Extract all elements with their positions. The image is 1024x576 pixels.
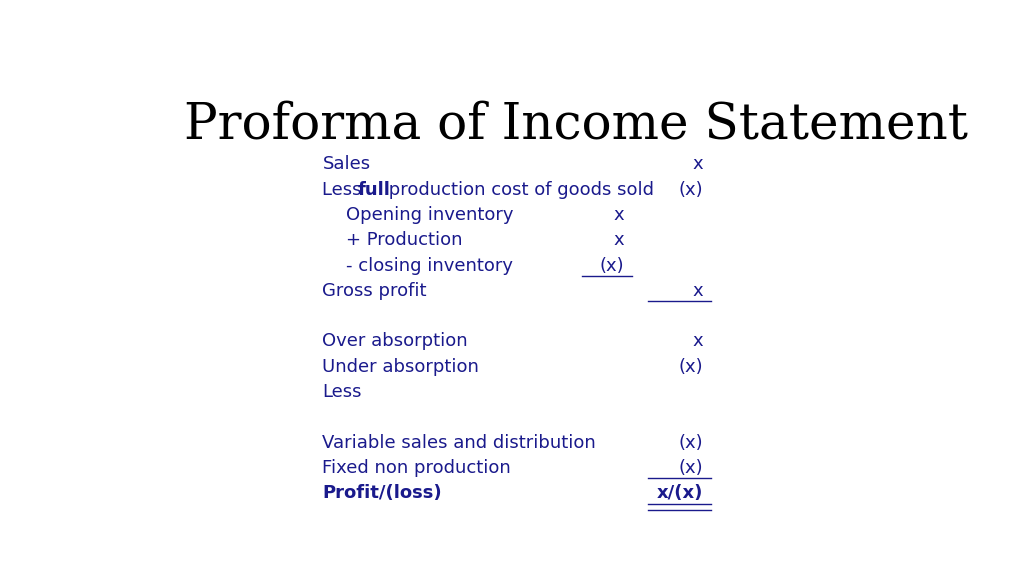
Text: full: full [357, 181, 390, 199]
Text: (x): (x) [679, 434, 703, 452]
Text: Over absorption: Over absorption [323, 332, 468, 350]
Text: x: x [692, 156, 703, 173]
Text: x: x [692, 332, 703, 350]
Text: x: x [692, 282, 703, 300]
Text: (x): (x) [679, 459, 703, 477]
Text: Gross profit: Gross profit [323, 282, 427, 300]
Text: (x): (x) [679, 358, 703, 376]
Text: production cost of goods sold: production cost of goods sold [383, 181, 654, 199]
Text: x: x [613, 232, 624, 249]
Text: x/(x): x/(x) [657, 484, 703, 502]
Text: (x): (x) [599, 256, 624, 275]
Text: Variable sales and distribution: Variable sales and distribution [323, 434, 596, 452]
Text: Fixed non production: Fixed non production [323, 459, 511, 477]
Text: Under absorption: Under absorption [323, 358, 479, 376]
Text: Sales: Sales [323, 156, 371, 173]
Text: Proforma of Income Statement: Proforma of Income Statement [183, 100, 968, 150]
Text: x: x [613, 206, 624, 224]
Text: (x): (x) [679, 181, 703, 199]
Text: Less: Less [323, 383, 361, 401]
Text: Profit/(loss): Profit/(loss) [323, 484, 442, 502]
Text: - closing inventory: - closing inventory [346, 256, 513, 275]
Text: + Production: + Production [346, 232, 463, 249]
Text: Less: Less [323, 181, 368, 199]
Text: Opening inventory: Opening inventory [346, 206, 514, 224]
